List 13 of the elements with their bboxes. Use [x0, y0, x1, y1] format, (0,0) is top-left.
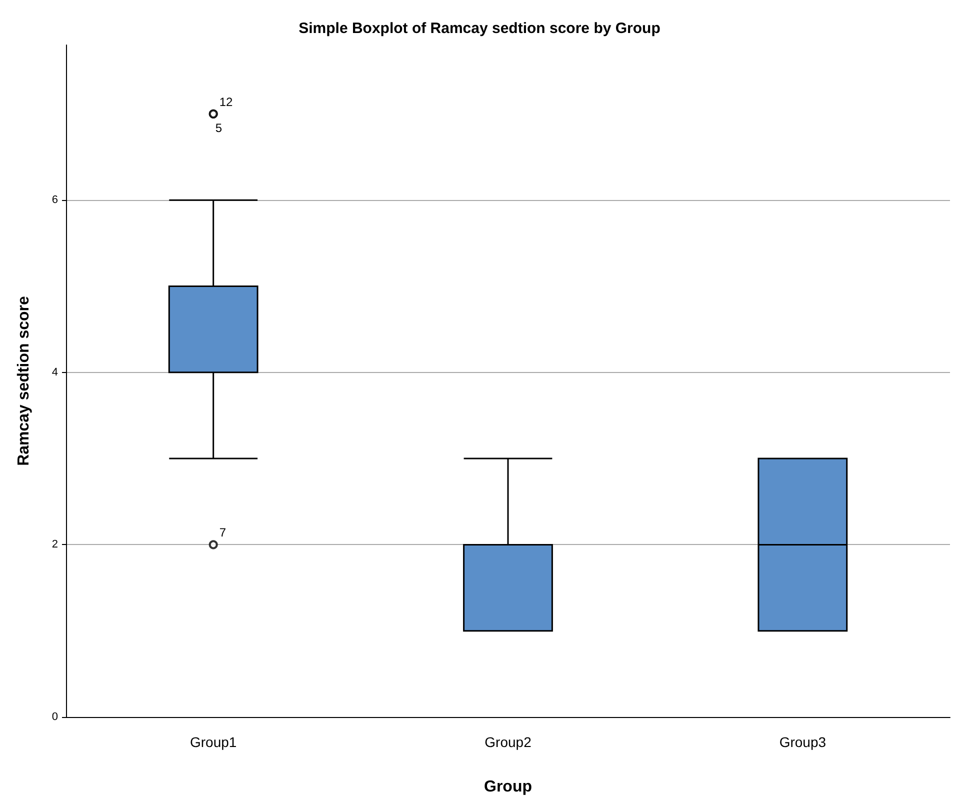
annotation: 5: [215, 120, 222, 135]
x-tick-label: Group2: [484, 734, 532, 750]
y-tick-label: 2: [52, 538, 58, 551]
x-tick-label: Group1: [190, 734, 237, 750]
chart-title: Simple Boxplot of Ramcay sedtion score by Group: [298, 20, 660, 37]
x-axis-title: Group: [484, 778, 532, 796]
y-axis-title: Ramcay sedtion score: [16, 296, 32, 466]
y-tick-label: 0: [52, 711, 58, 723]
y-tick-label: 4: [52, 366, 58, 378]
x-tick-label: Group3: [779, 734, 826, 750]
y-tick-label: 6: [52, 194, 58, 206]
annotation: 12: [219, 94, 234, 109]
annotation: 7: [219, 526, 226, 540]
